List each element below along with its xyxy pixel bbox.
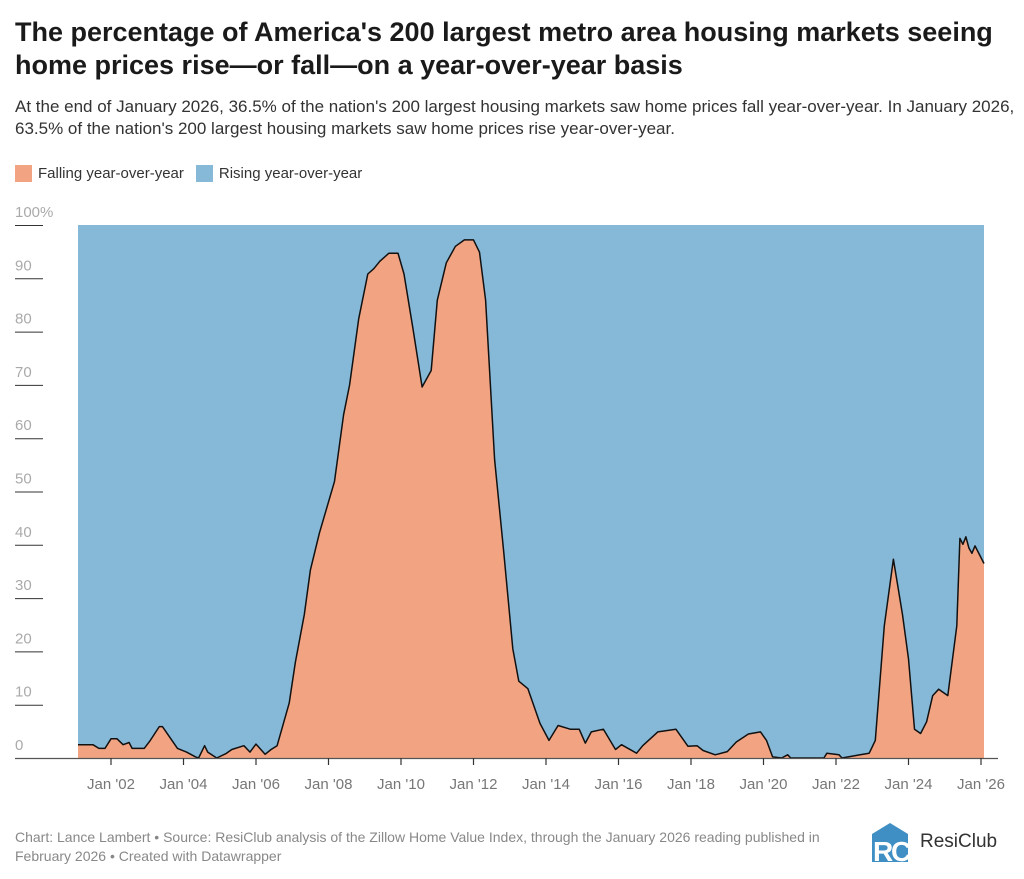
legend-item-rising: Rising year-over-year bbox=[195, 165, 363, 182]
logo-text: ResiClub bbox=[920, 831, 998, 852]
y-tick-label: 70 bbox=[15, 364, 32, 381]
chart-footer: Chart: Lance Lambert • Source: ResiClub … bbox=[15, 829, 820, 864]
y-tick-label: 80 bbox=[15, 311, 32, 328]
x-tick-label: Jan '14 bbox=[522, 776, 570, 793]
x-tick-label: Jan '10 bbox=[377, 776, 425, 793]
legend-label-rising: Rising year-over-year bbox=[218, 165, 363, 182]
y-tick-label: 20 bbox=[15, 630, 32, 647]
x-tick-label: Jan '24 bbox=[885, 776, 933, 793]
y-tick-label: 40 bbox=[15, 524, 32, 541]
legend-label-falling: Falling year-over-year bbox=[38, 165, 184, 182]
x-tick-label: Jan '18 bbox=[667, 776, 715, 793]
y-tick-label: 50 bbox=[15, 471, 32, 488]
x-tick-label: Jan '20 bbox=[740, 776, 788, 793]
y-tick-label: 90 bbox=[15, 257, 32, 274]
legend-swatch-rising bbox=[195, 165, 213, 182]
y-tick-label: 30 bbox=[15, 577, 32, 594]
chart-title: The percentage of America's 200 largest … bbox=[15, 17, 993, 80]
falling-line bbox=[78, 239, 985, 759]
svg-text:C: C bbox=[891, 836, 911, 862]
x-tick-label: Jan '02 bbox=[87, 776, 135, 793]
y-tick-label: 100% bbox=[15, 204, 53, 221]
svg-text:R: R bbox=[873, 836, 893, 862]
falling-area bbox=[78, 239, 984, 758]
legend-item-falling: Falling year-over-year bbox=[15, 165, 184, 182]
legend: Falling year-over-year Rising year-over-… bbox=[15, 165, 362, 182]
resiclub-logo-mark-icon: R C bbox=[872, 823, 911, 862]
x-tick-label: Jan '26 bbox=[957, 776, 1005, 793]
chart-subtitle: At the end of January 2026, 36.5% of the… bbox=[15, 97, 1015, 138]
y-tick-label: 60 bbox=[15, 417, 32, 434]
x-tick-label: Jan '06 bbox=[232, 776, 280, 793]
y-tick-label: 0 bbox=[15, 737, 23, 754]
legend-swatch-falling bbox=[15, 165, 32, 182]
x-tick-label: Jan '16 bbox=[595, 776, 643, 793]
resiclub-logo: R C ResiClub bbox=[868, 822, 997, 862]
x-tick-label: Jan '04 bbox=[160, 776, 208, 793]
rising-area bbox=[78, 225, 984, 758]
x-tick-label: Jan '12 bbox=[450, 776, 498, 793]
x-tick-label: Jan '22 bbox=[812, 776, 860, 793]
x-tick-label: Jan '08 bbox=[305, 776, 353, 793]
y-tick-label: 10 bbox=[15, 684, 32, 701]
area-chart: 100% 90 80 70 60 50 40 30 20 10 0 Jan '02 Jan '04 Jan… bbox=[15, 204, 1005, 793]
